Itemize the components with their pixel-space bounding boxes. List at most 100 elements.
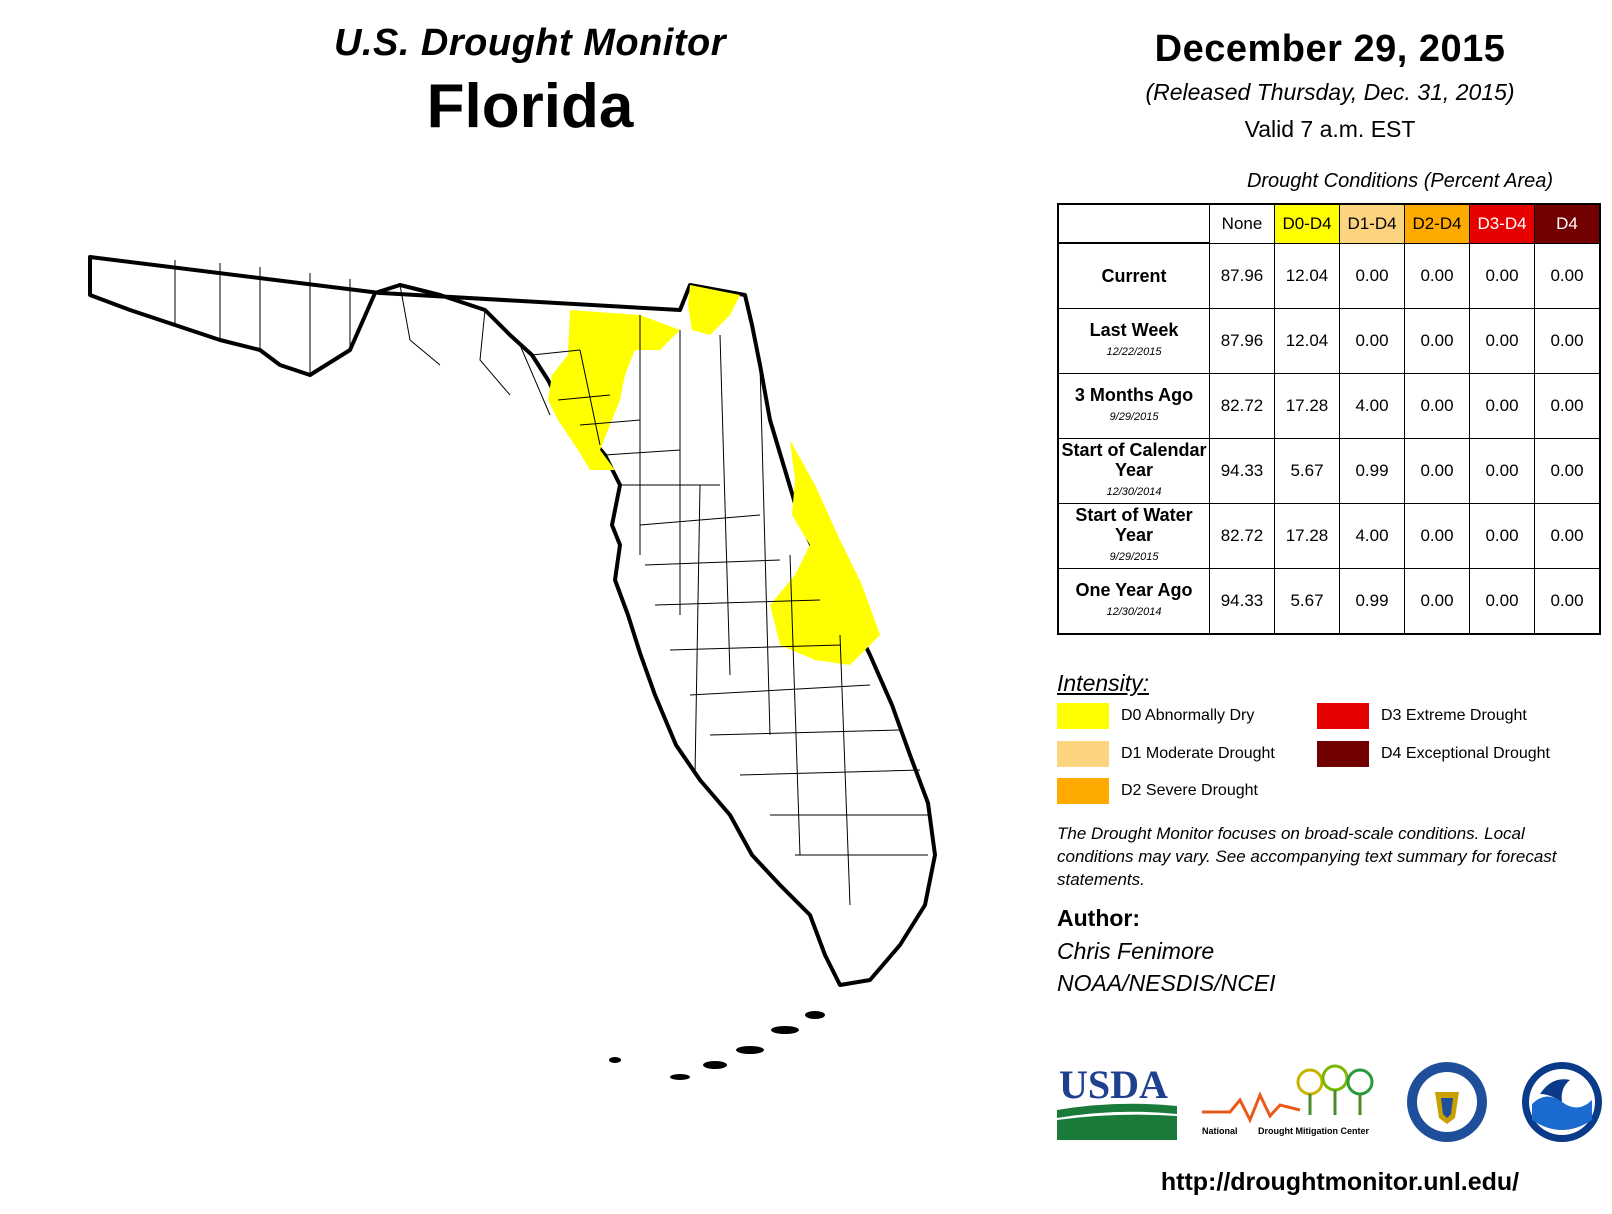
table-cell: 82.72 — [1209, 503, 1275, 569]
row-date: 12/30/2014 — [1106, 486, 1162, 498]
table-cell: 0.00 — [1534, 503, 1601, 569]
table-row: Start of Calendar Year 12/30/2014 94.33 5.6… — [1057, 438, 1601, 504]
table-cell: 0.99 — [1339, 568, 1405, 635]
row-label: 3 Months Ago 9/29/2015 — [1057, 373, 1210, 439]
legend-d4: D4 Exceptional Drought — [1317, 740, 1550, 768]
table-cell: 0.00 — [1339, 242, 1405, 309]
table-cell: 0.99 — [1339, 438, 1405, 504]
author-name: Chris Fenimore — [1057, 938, 1215, 964]
col-d2-d4: D2-D4 — [1404, 203, 1470, 244]
table-cell: 87.96 — [1209, 308, 1275, 374]
map-date: December 29, 2015 — [1154, 28, 1506, 70]
table-header-row: None D0-D4 D1-D4 D2-D4 D3-D4 D4 — [1058, 203, 1601, 244]
legend-d0: D0 Abnormally Dry — [1057, 702, 1254, 730]
table-cell: 0.00 — [1534, 308, 1601, 374]
table-cell: 12.04 — [1274, 308, 1340, 374]
table-row: 3 Months Ago 9/29/2015 82.72 17.28 4.00 0.00 0… — [1057, 373, 1601, 439]
legend-d2: D2 Severe Drought — [1057, 777, 1258, 805]
table-cell: 17.28 — [1274, 373, 1340, 439]
table-row: Last Week 12/22/2015 87.96 12.04 0.00 0.00 0.0… — [1057, 308, 1601, 374]
legend-swatch-d1 — [1057, 741, 1109, 767]
commerce-seal-icon — [1405, 1060, 1489, 1144]
row-label: Start of Calendar Year 12/30/2014 — [1057, 438, 1210, 504]
table-cell: 0.00 — [1404, 242, 1470, 309]
row-label-text: Last Week — [1089, 320, 1179, 340]
table-cell: 5.67 — [1274, 438, 1340, 504]
table-cell: 82.72 — [1209, 373, 1275, 439]
valid-time: Valid 7 a.m. EST — [1244, 116, 1416, 142]
table-cell: 94.33 — [1209, 438, 1275, 504]
table-cell: 4.00 — [1339, 373, 1405, 439]
table-row: One Year Ago 12/30/2014 94.33 5.67 0.99 0.00 0… — [1057, 568, 1601, 635]
legend-label-d0: D0 Abnormally Dry — [1121, 707, 1255, 724]
legend-d3: D3 Extreme Drought — [1317, 702, 1527, 730]
usda-logo-text: USDA — [1059, 1062, 1168, 1107]
table-cell: 0.00 — [1534, 568, 1601, 635]
row-date: 12/30/2014 — [1106, 606, 1162, 618]
table-cell: 87.96 — [1209, 242, 1275, 309]
row-label-text: 3 Months Ago — [1074, 385, 1194, 405]
header-right: December 29, 2015 (Released Thursday, De… — [1050, 28, 1610, 143]
legend-swatch-d3 — [1317, 703, 1369, 729]
table-caption: Drought Conditions (Percent Area) — [1246, 170, 1554, 192]
legend-swatch-d4 — [1317, 741, 1369, 767]
row-label-text: Start of Calendar Year — [1061, 440, 1207, 480]
table-header-blank — [1058, 204, 1210, 244]
ndmc-right-text: Drought Mitigation Center — [1258, 1126, 1369, 1136]
release-date: (Released Thursday, Dec. 31, 2015) — [1145, 79, 1515, 105]
legend-swatch-d2 — [1057, 778, 1109, 804]
row-date: 12/22/2015 — [1106, 346, 1162, 358]
table-cell: 0.00 — [1469, 438, 1535, 504]
legend-label-d1: D1 Moderate Drought — [1121, 745, 1275, 762]
table-cell: 0.00 — [1404, 373, 1470, 439]
intensity-title: Intensity: — [1057, 670, 1150, 696]
col-d0-d4: D0-D4 — [1274, 203, 1340, 244]
legend-d1: D1 Moderate Drought — [1057, 740, 1275, 768]
table-cell: 5.67 — [1274, 568, 1340, 635]
row-label: Current — [1057, 242, 1210, 309]
table-cell: 0.00 — [1469, 242, 1535, 309]
table-cell: 0.00 — [1534, 438, 1601, 504]
ndmc-left-text: National — [1202, 1126, 1238, 1136]
noaa-logo-icon — [1520, 1060, 1604, 1144]
legend-swatch-d0 — [1057, 703, 1109, 729]
table-cell: 0.00 — [1469, 308, 1535, 374]
col-d4: D4 — [1534, 203, 1601, 244]
row-label: Last Week 12/22/2015 — [1057, 308, 1210, 374]
row-label-text: Start of Water Year — [1075, 505, 1193, 545]
row-label: Start of Water Year 9/29/2015 — [1057, 503, 1210, 569]
table-cell: 0.00 — [1404, 308, 1470, 374]
drought-conditions-table: None D0-D4 D1-D4 D2-D4 D3-D4 D4 Current 8… — [1057, 203, 1601, 635]
table-cell: 12.04 — [1274, 242, 1340, 309]
keys-islands-icon — [609, 1011, 825, 1080]
table-cell: 0.00 — [1404, 503, 1470, 569]
col-d3-d4: D3-D4 — [1469, 203, 1535, 244]
d0-areas — [548, 285, 880, 665]
florida-outline-icon — [88, 255, 937, 1080]
disclaimer-note: The Drought Monitor focuses on broad-sca… — [1057, 824, 1557, 889]
table-cell: 4.00 — [1339, 503, 1405, 569]
map-subtitle: U.S. Drought Monitor — [333, 22, 727, 64]
table-cell: 0.00 — [1469, 373, 1535, 439]
table-cell: 17.28 — [1274, 503, 1340, 569]
row-label-text: One Year Ago — [1075, 580, 1193, 600]
table-cell: 0.00 — [1469, 568, 1535, 635]
col-d1-d4: D1-D4 — [1339, 203, 1405, 244]
author-label: Author: — [1057, 905, 1141, 931]
legend-label-d3: D3 Extreme Drought — [1381, 707, 1527, 724]
author-org: NOAA/NESDIS/NCEI — [1057, 970, 1276, 996]
county-lines-icon — [174, 260, 930, 906]
header-left: U.S. Drought Monitor Florida — [250, 22, 810, 142]
source-url: http://droughtmonitor.unl.edu/ — [1160, 1168, 1520, 1196]
table-row: Start of Water Year 9/29/2015 82.72 17.28 4.… — [1057, 503, 1601, 569]
table-cell: 0.00 — [1534, 373, 1601, 439]
state-title: Florida — [426, 72, 634, 141]
table-cell: 0.00 — [1339, 308, 1405, 374]
table-cell: 0.00 — [1534, 242, 1601, 309]
row-date: 9/29/2015 — [1109, 551, 1159, 563]
legend-label-d4: D4 Exceptional Drought — [1381, 745, 1550, 762]
table-cell: 0.00 — [1404, 568, 1470, 635]
table-cell: 94.33 — [1209, 568, 1275, 635]
table-row: Current 87.96 12.04 0.00 0.00 0.00 0.00 — [1057, 242, 1601, 309]
table-cell: 0.00 — [1404, 438, 1470, 504]
